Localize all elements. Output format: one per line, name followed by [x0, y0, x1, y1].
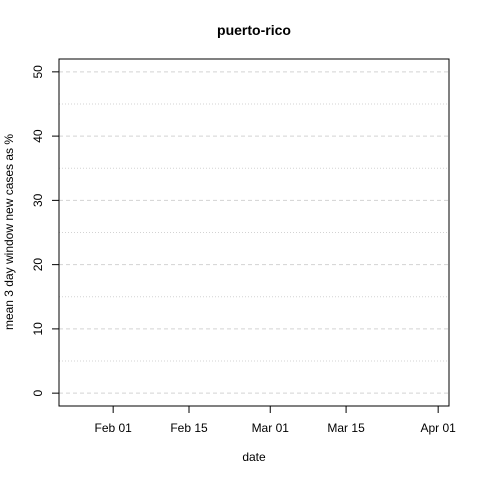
- x-axis: Feb 01 Feb 15 Mar 01 Mar 15 Apr 01: [94, 405, 456, 435]
- x-tick-label: Feb 01: [94, 421, 132, 435]
- grid-lines: [59, 71, 449, 394]
- y-tick-label: 40: [31, 129, 45, 143]
- y-tick-label: 10: [31, 322, 45, 336]
- x-tick-label: Mar 01: [252, 421, 290, 435]
- y-tick-label: 30: [31, 193, 45, 207]
- y-axis: 0 10 20 30 40 50: [31, 65, 60, 396]
- y-tick-label: 0: [31, 389, 45, 396]
- y-axis-label: mean 3 day window new cases as %: [2, 134, 16, 330]
- x-axis-label: date: [242, 450, 266, 464]
- x-tick-label: Mar 15: [327, 421, 365, 435]
- x-tick-label: Feb 15: [170, 421, 208, 435]
- y-tick-label: 20: [31, 258, 45, 272]
- x-tick-label: Apr 01: [420, 421, 456, 435]
- y-tick-label: 50: [31, 65, 45, 79]
- chart-title: puerto-rico: [217, 22, 291, 38]
